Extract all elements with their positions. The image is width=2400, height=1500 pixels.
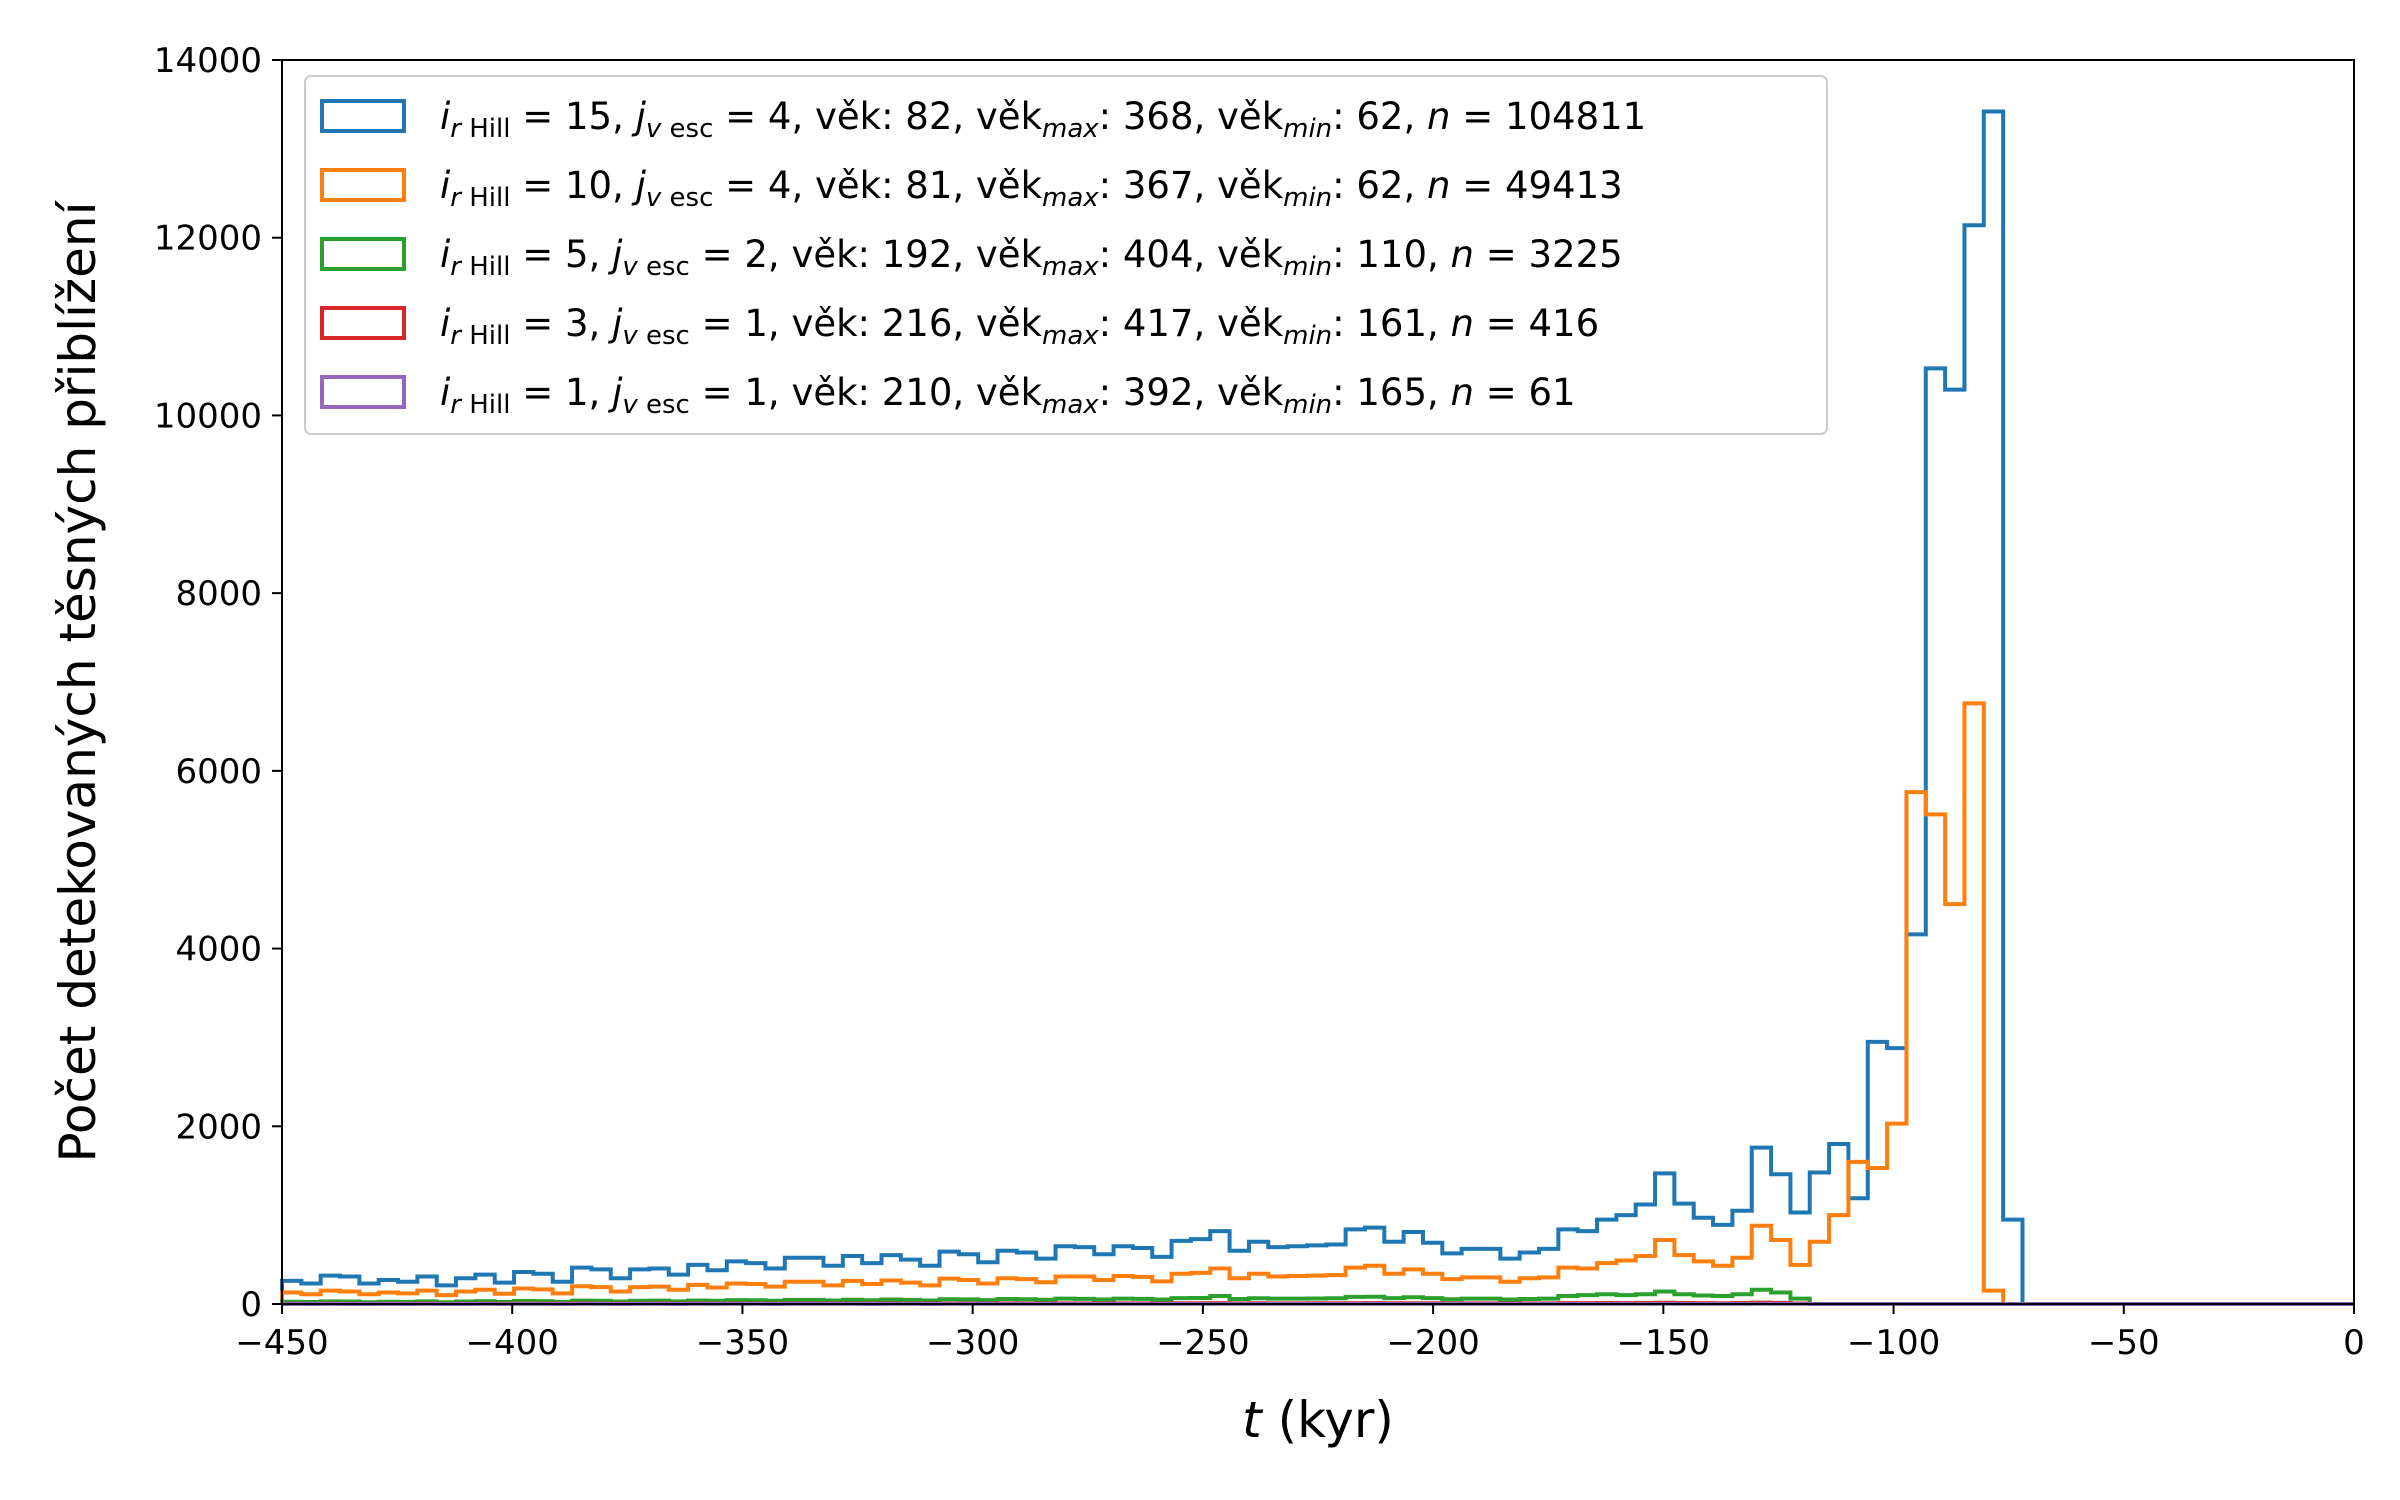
x-tick-label: −450 (235, 1323, 328, 1363)
y-axis: 0 2000 4000 6000 8000 10000 12000 14000 (154, 41, 282, 1325)
y-tick-label: 14000 (154, 41, 262, 81)
legend-swatch (320, 375, 406, 409)
x-tick-label: −150 (1617, 1323, 1710, 1363)
y-tick-label: 10000 (154, 396, 262, 436)
x-tick-label: −100 (1847, 1323, 1940, 1363)
legend-entry-text: ir Hill = 1, jv esc = 1, věk: 210, věkma… (440, 371, 1576, 420)
series-2-histogram (280, 1287, 2354, 1306)
x-tick-label: −400 (466, 1323, 559, 1363)
x-tick-label: −300 (926, 1323, 1019, 1363)
y-tick-label: 8000 (175, 574, 262, 614)
legend-swatch (320, 237, 406, 271)
legend-swatch (320, 99, 406, 133)
x-tick-label: −50 (2088, 1323, 2160, 1363)
y-tick-label: 12000 (154, 219, 262, 259)
y-tick-label: 0 (240, 1285, 262, 1325)
x-axis: −450 −400 −350 −300 −250 −200 −150 −100 −50 0 (235, 1304, 2365, 1363)
series-1-histogram (280, 701, 2354, 1306)
y-tick-label: 2000 (175, 1107, 262, 1147)
x-tick-label: 0 (2343, 1323, 2365, 1363)
legend-entry-text: ir Hill = 10, jv esc = 4, věk: 81, věkma… (440, 164, 1623, 213)
legend-swatch (320, 306, 406, 340)
legend-entry-text: ir Hill = 3, jv esc = 1, věk: 216, věkma… (440, 302, 1599, 351)
series-0-histogram (280, 109, 2354, 1306)
legend-entry-text: ir Hill = 15, jv esc = 4, věk: 82, věkma… (440, 95, 1646, 144)
legend-swatch (320, 168, 406, 202)
legend: ir Hill = 15, jv esc = 4, věk: 82, věkma… (304, 75, 1828, 435)
y-axis-title: Počet detekovaných těsných přiblížení (49, 199, 107, 1162)
y-tick-label: 4000 (175, 930, 262, 970)
y-tick-label: 6000 (175, 752, 262, 792)
legend-box (304, 75, 1828, 435)
x-axis-title: t (kyr) (1242, 1391, 1394, 1449)
legend-entry-text: ir Hill = 5, jv esc = 2, věk: 192, věkma… (440, 233, 1623, 282)
x-tick-label: −200 (1386, 1323, 1479, 1363)
x-tick-label: −250 (1156, 1323, 1249, 1363)
x-tick-label: −350 (696, 1323, 789, 1363)
plot-frame (281, 59, 2355, 1305)
